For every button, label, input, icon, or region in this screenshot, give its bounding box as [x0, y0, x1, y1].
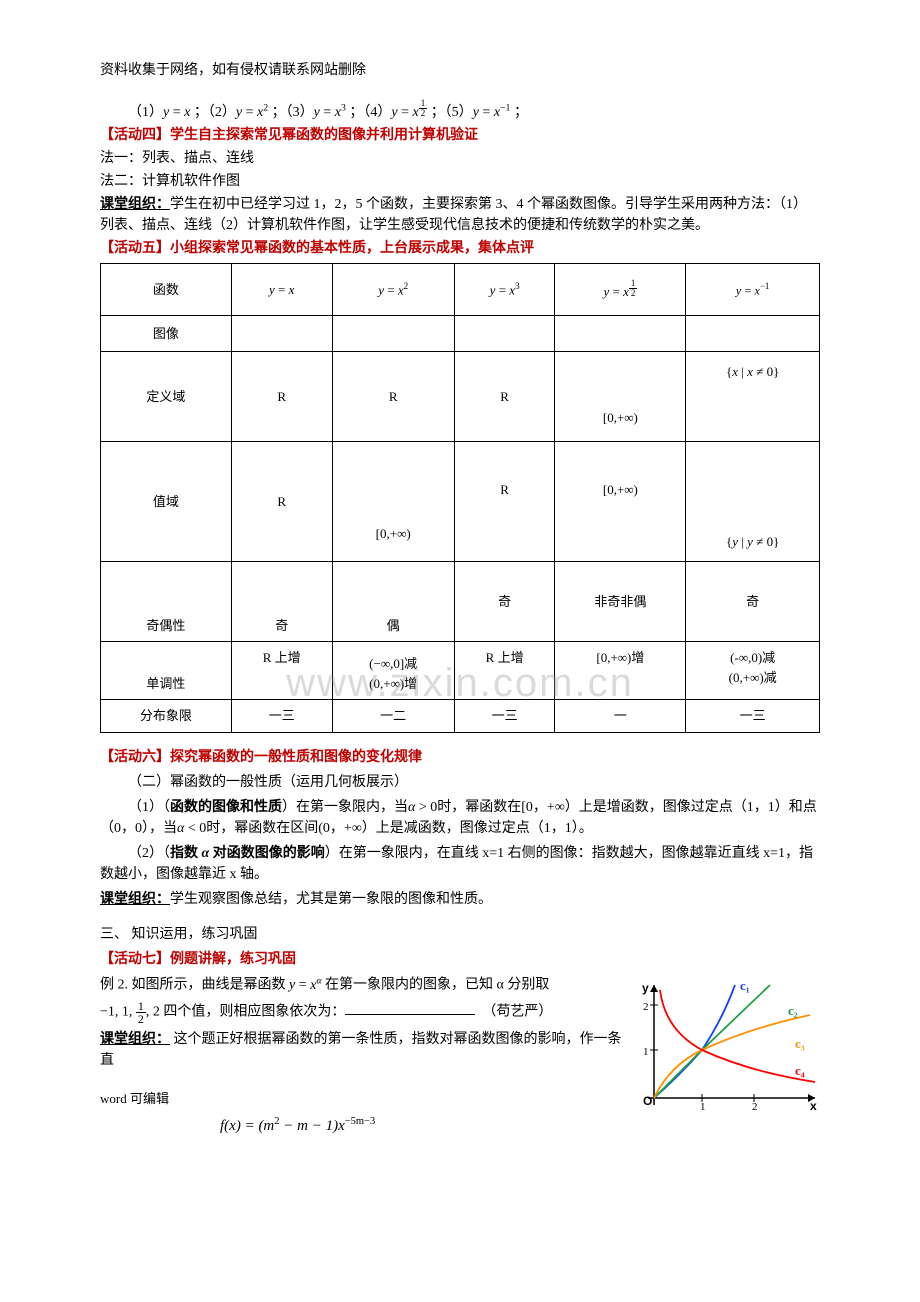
section-3-title: 三、 知识运用，练习巩固 — [100, 924, 820, 945]
cell: (−∞,0]减(0,+∞)增 — [332, 642, 454, 700]
cell: R — [231, 442, 332, 562]
cell: [0,+∞)增 — [555, 642, 686, 700]
svg-text:c₁: c₁ — [740, 980, 750, 993]
org-label: 课堂组织： — [100, 197, 170, 212]
row-label: 定义域 — [101, 352, 232, 442]
cell: R — [454, 442, 555, 562]
activity-5-title: 【活动五】小组探索常见幂函数的基本性质，上台展示成果，集体点评 — [100, 238, 820, 259]
cell: [0,+∞) — [555, 352, 686, 442]
cell: R — [332, 352, 454, 442]
table-row: 定义域 R R R [0,+∞) {x | x ≠ 0} — [101, 352, 820, 442]
header-cell: y = x12 — [555, 264, 686, 316]
table-row: 分布象限 一三 一二 一三 一 一三 — [101, 700, 820, 733]
class-org-1: 课堂组织：学生在初中已经学习过 1，2，5 个函数，主要探索第 3、4 个幂函数… — [100, 194, 820, 236]
cell: R 上增 — [231, 642, 332, 700]
property-1: （1）（函数的图像和性质）在第一象限内，当α > 0时，幂函数在[0，+∞）上是… — [100, 797, 820, 839]
cell: {y | y ≠ 0} — [686, 442, 820, 562]
row-label: 单调性 — [101, 642, 232, 700]
header-cell: 函数 — [101, 264, 232, 316]
answer-blank[interactable] — [345, 1000, 475, 1015]
subsection-title: （二）幂函数的一般性质（运用几何板展示） — [100, 772, 820, 793]
row-label: 值域 — [101, 442, 232, 562]
cell: R — [454, 352, 555, 442]
header-cell: y = x−1 — [686, 264, 820, 316]
svg-text:1: 1 — [700, 1101, 706, 1110]
table-row: 函数 y = x y = x2 y = x3 y = x12 y = x−1 — [101, 264, 820, 316]
row-label: 奇偶性 — [101, 562, 232, 642]
svg-text:x: x — [810, 1099, 817, 1110]
cell: 一 — [555, 700, 686, 733]
cell: 一三 — [686, 700, 820, 733]
cell: 非奇非偶 — [555, 562, 686, 642]
cell: [0,+∞) — [555, 442, 686, 562]
svg-text:y: y — [642, 981, 649, 995]
cell: 偶 — [332, 562, 454, 642]
table-row: 奇偶性 奇 偶 奇 非奇非偶 奇 — [101, 562, 820, 642]
properties-table-wrap: www.zixin.com.cn 函数 y = x y = x2 y = x3 … — [100, 263, 820, 733]
cell: 奇 — [231, 562, 332, 642]
example-2: 例 2. 如图所示，曲线是幂函数 y = xα 在第一象限内的图象，已知 α 分… — [100, 974, 820, 1071]
activity-7-title: 【活动七】例题讲解，练习巩固 — [100, 949, 820, 970]
header-note: 资料收集于网络，如有侵权请联系网站删除 — [100, 60, 820, 81]
svg-text:c₃: c₃ — [795, 1036, 805, 1051]
cell: R — [231, 352, 332, 442]
svg-text:1: 1 — [643, 1046, 649, 1058]
footer-equation: f(x) = (m2 − m − 1)x−5m−3 — [100, 1114, 820, 1138]
cell: {x | x ≠ 0} — [686, 352, 820, 442]
activity-6-title: 【活动六】探究幂函数的一般性质和图像的变化规律 — [100, 747, 820, 768]
table-row: 值域 R [0,+∞) R [0,+∞) {y | y ≠ 0} — [101, 442, 820, 562]
cell: 一三 — [454, 700, 555, 733]
cell: 奇 — [454, 562, 555, 642]
function-list: （1）y = x ；（2）y = x2 ；（3）y = x3 ；（4）y = x… — [100, 99, 820, 123]
header-cell: y = x — [231, 264, 332, 316]
table-row: 单调性 R 上增 (−∞,0]减(0,+∞)增 R 上增 [0,+∞)增 (-∞… — [101, 642, 820, 700]
method-2: 法二：计算机软件作图 — [100, 171, 820, 192]
class-org-2: 课堂组织：学生观察图像总结，尤其是第一象限的图像和性质。 — [100, 889, 820, 910]
cell: 一三 — [231, 700, 332, 733]
svg-text:c₄: c₄ — [795, 1063, 805, 1078]
row-label: 分布象限 — [101, 700, 232, 733]
row-label: 图像 — [101, 316, 232, 352]
activity-4-title: 【活动四】学生自主探索常见幂函数的图像并利用计算机验证 — [100, 125, 820, 146]
cell: 奇 — [686, 562, 820, 642]
cell: 一二 — [332, 700, 454, 733]
table-row: 图像 — [101, 316, 820, 352]
cell: R 上增 — [454, 642, 555, 700]
svg-text:2: 2 — [643, 1001, 649, 1013]
cell: [0,+∞) — [332, 442, 454, 562]
power-function-graph: O x y 1 2 1 2 c₁ c₂ c₃ c₄ — [640, 980, 820, 1110]
property-2: （2）（指数 α 对函数图像的影响）在第一象限内，在直线 x=1 右侧的图像：指… — [100, 843, 820, 885]
class-org-3: 课堂组织： 这个题正好根据幂函数的第一条性质，指数对幂函数图像的影响，作一条直 — [100, 1029, 630, 1071]
svg-text:2: 2 — [752, 1101, 758, 1110]
method-1: 法一：列表、描点、连线 — [100, 148, 820, 169]
cell: (-∞,0)减(0,+∞)减 — [686, 642, 820, 700]
header-cell: y = x2 — [332, 264, 454, 316]
svg-text:c₂: c₂ — [788, 1003, 798, 1018]
header-cell: y = x3 — [454, 264, 555, 316]
properties-table: 函数 y = x y = x2 y = x3 y = x12 y = x−1 图… — [100, 263, 820, 733]
svg-text:O: O — [643, 1094, 652, 1108]
